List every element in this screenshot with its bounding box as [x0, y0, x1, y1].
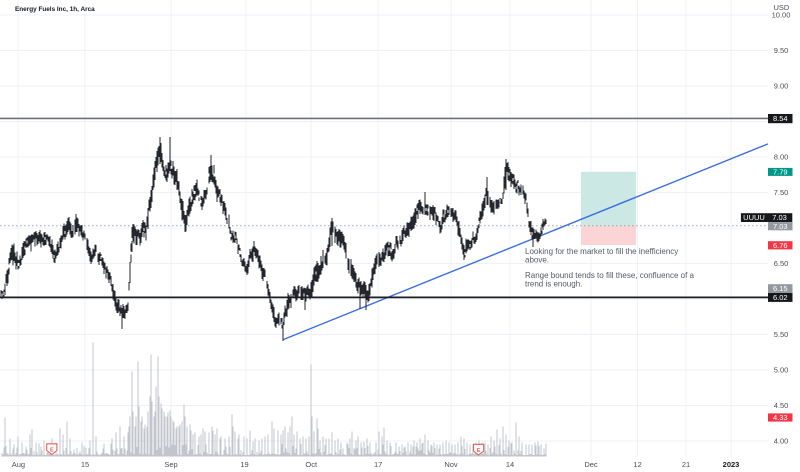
svg-text:9.00: 9.00 — [774, 81, 789, 90]
svg-text:Aug: Aug — [12, 460, 25, 469]
svg-text:USD: USD — [774, 3, 790, 12]
svg-text:8.00: 8.00 — [774, 152, 789, 161]
svg-text:Range bound tends to fill thes: Range bound tends to fill these, conflue… — [525, 271, 695, 280]
svg-text:6.76: 6.76 — [773, 241, 788, 250]
svg-text:17: 17 — [374, 460, 382, 469]
svg-text:Dec: Dec — [584, 460, 598, 469]
svg-text:E: E — [50, 447, 54, 453]
svg-text:9.50: 9.50 — [774, 46, 789, 55]
svg-text:5.00: 5.00 — [774, 365, 789, 374]
svg-text:Sep: Sep — [164, 460, 177, 469]
svg-text:7.03: 7.03 — [773, 222, 788, 231]
svg-text:4.00: 4.00 — [774, 436, 789, 445]
svg-text:14: 14 — [506, 460, 514, 469]
svg-text:5.50: 5.50 — [774, 330, 789, 339]
svg-text:trend is enough.: trend is enough. — [525, 279, 582, 288]
svg-text:Looking for the market to fill: Looking for the market to fill the ineff… — [525, 247, 678, 256]
svg-text:6.15: 6.15 — [773, 284, 788, 293]
svg-text:21: 21 — [682, 460, 690, 469]
svg-text:UUUU: UUUU — [743, 213, 765, 222]
svg-text:6.50: 6.50 — [774, 259, 789, 268]
svg-text:7.03: 7.03 — [772, 213, 787, 222]
svg-text:8.54: 8.54 — [773, 114, 788, 123]
svg-text:E: E — [477, 448, 481, 454]
svg-text:Nov: Nov — [444, 460, 458, 469]
svg-text:4.50: 4.50 — [774, 401, 789, 410]
svg-text:7.79: 7.79 — [773, 168, 788, 177]
svg-text:7.50: 7.50 — [774, 188, 789, 197]
svg-text:6.02: 6.02 — [773, 293, 788, 302]
svg-text:19: 19 — [240, 460, 248, 469]
svg-text:10.00: 10.00 — [772, 10, 791, 19]
svg-text:Oct: Oct — [305, 460, 318, 469]
svg-text:12: 12 — [633, 460, 641, 469]
svg-text:4.33: 4.33 — [773, 413, 788, 422]
svg-text:15: 15 — [81, 460, 89, 469]
svg-text:2023: 2023 — [723, 460, 740, 469]
svg-text:Energy Fuels Inc, 1h, Arca: Energy Fuels Inc, 1h, Arca — [15, 6, 95, 13]
svg-text:above.: above. — [525, 256, 549, 265]
